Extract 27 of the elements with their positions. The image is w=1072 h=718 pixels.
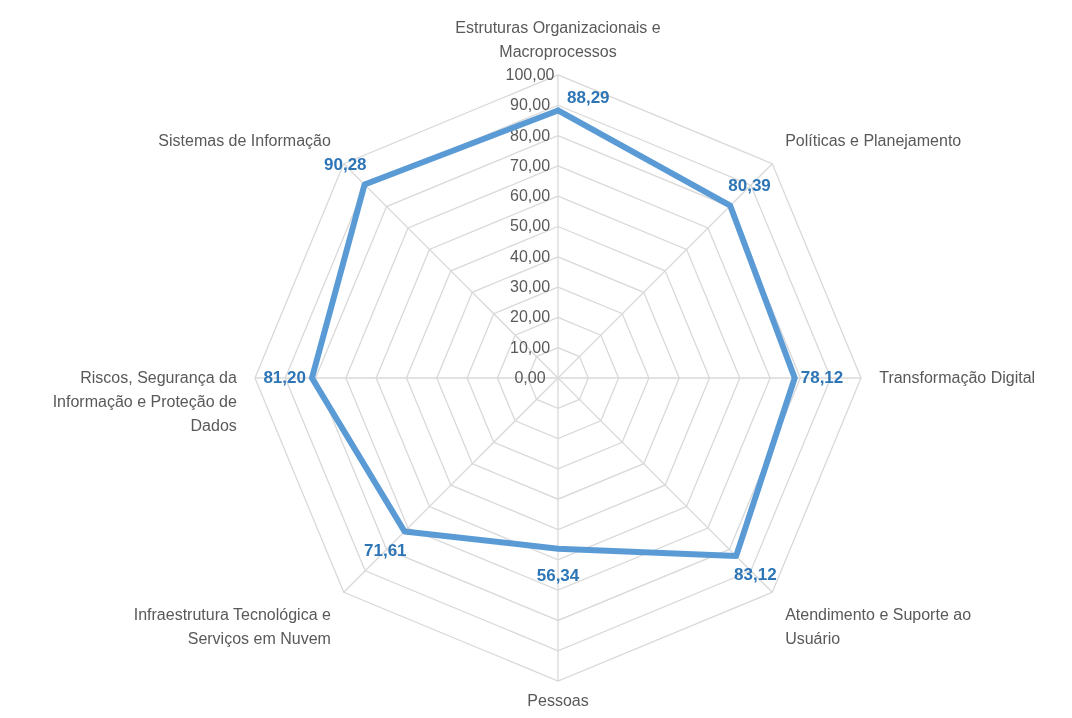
data-label: 81,20: [263, 368, 306, 387]
spoke-label: Sistemas de Informação: [158, 131, 331, 149]
y-tick-label: 30,00: [509, 278, 551, 296]
y-tick-label: 100,00: [505, 65, 555, 83]
y-tick-label: 90,00: [509, 96, 551, 114]
data-label: 78,12: [800, 368, 844, 387]
spoke-label: Transformação Digital: [879, 369, 1036, 386]
spoke-label: Riscos, Segurança da Informação e Proteção de Dados: [52, 369, 237, 434]
data-label: 80,39: [728, 176, 771, 196]
y-tick-label: 70,00: [509, 156, 551, 174]
spoke-label: Infraestrutura Tecnológica e Serviços em Nuvem: [133, 606, 331, 648]
data-label: 56,34: [536, 566, 580, 585]
data-label: 88,29: [567, 88, 610, 108]
spoke-label: Pessoas: [527, 692, 589, 710]
data-label: 71,61: [364, 540, 407, 560]
y-tick-label: 10,00: [509, 338, 551, 356]
y-tick-label: 40,00: [509, 247, 551, 265]
y-tick-label: 80,00: [509, 126, 551, 144]
data-label: 83,12: [734, 565, 777, 585]
spoke-label: Estruturas Organizacionais e Macroprocessos: [455, 18, 661, 60]
y-tick-label: 50,00: [509, 217, 551, 235]
spoke-label: Atendimento e Suporte ao Usuário: [785, 606, 972, 648]
y-tick-label: 20,00: [509, 308, 551, 326]
data-label: 90,28: [323, 155, 367, 175]
y-tick-label: 0,00: [514, 369, 546, 386]
spoke-label: Políticas e Planejamento: [785, 131, 962, 149]
y-tick-label: 60,00: [509, 187, 551, 205]
